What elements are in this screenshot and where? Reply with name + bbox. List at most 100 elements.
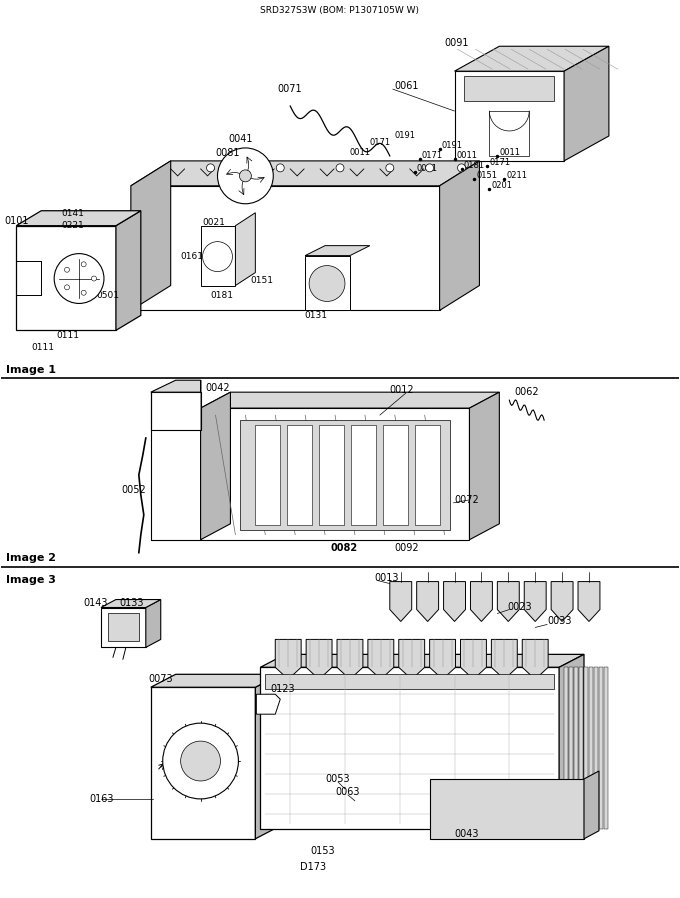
Polygon shape [497, 582, 520, 621]
Polygon shape [151, 674, 280, 687]
Text: 0151: 0151 [477, 172, 498, 180]
Text: 0062: 0062 [514, 387, 539, 397]
Polygon shape [490, 111, 529, 156]
Polygon shape [151, 687, 256, 839]
Polygon shape [551, 582, 573, 621]
Text: 0081: 0081 [216, 148, 240, 158]
Text: 0073: 0073 [149, 674, 173, 684]
Polygon shape [260, 667, 559, 829]
Polygon shape [256, 425, 280, 524]
Polygon shape [524, 582, 546, 621]
Polygon shape [569, 667, 573, 829]
Polygon shape [594, 667, 598, 829]
Polygon shape [454, 47, 609, 71]
Text: 0141: 0141 [61, 209, 84, 218]
Circle shape [386, 163, 394, 172]
Polygon shape [151, 380, 201, 392]
Text: Image 1: Image 1 [6, 365, 56, 375]
Polygon shape [471, 582, 492, 621]
Circle shape [163, 723, 239, 799]
Text: 0191: 0191 [441, 142, 462, 151]
Polygon shape [368, 639, 394, 679]
Polygon shape [337, 639, 363, 679]
Text: 0181: 0181 [211, 291, 233, 300]
Polygon shape [241, 420, 449, 530]
Polygon shape [16, 225, 116, 330]
Polygon shape [305, 256, 350, 311]
Text: 0043: 0043 [454, 829, 479, 839]
Text: 0133: 0133 [119, 597, 143, 608]
Polygon shape [265, 674, 554, 690]
Text: 0171: 0171 [422, 152, 443, 161]
Text: 0072: 0072 [454, 495, 479, 505]
Circle shape [65, 285, 69, 290]
Polygon shape [430, 779, 584, 839]
Text: 0171: 0171 [370, 138, 391, 147]
Polygon shape [260, 655, 584, 667]
Text: 0153: 0153 [310, 846, 335, 856]
Polygon shape [430, 639, 456, 679]
Circle shape [239, 170, 252, 181]
Text: D173: D173 [300, 862, 326, 872]
Polygon shape [101, 608, 146, 647]
Text: 0013: 0013 [375, 573, 399, 583]
Text: 0092: 0092 [395, 542, 420, 552]
Text: 0143: 0143 [83, 597, 107, 608]
Polygon shape [201, 408, 469, 540]
Polygon shape [522, 639, 548, 679]
Polygon shape [464, 76, 554, 101]
Circle shape [81, 290, 86, 295]
Text: 0033: 0033 [547, 616, 572, 627]
Circle shape [207, 163, 214, 172]
Text: 0191: 0191 [395, 131, 415, 140]
Text: 0011: 0011 [417, 164, 438, 173]
Text: 0023: 0023 [507, 602, 532, 612]
Polygon shape [469, 392, 499, 540]
Polygon shape [319, 425, 344, 524]
Polygon shape [16, 211, 141, 225]
Polygon shape [235, 213, 256, 286]
Text: 0011: 0011 [456, 152, 477, 161]
Circle shape [336, 163, 344, 172]
Polygon shape [564, 667, 568, 829]
Polygon shape [443, 582, 466, 621]
Polygon shape [201, 392, 499, 408]
Polygon shape [584, 667, 588, 829]
Polygon shape [275, 639, 301, 679]
Polygon shape [584, 771, 599, 839]
Text: Image 2: Image 2 [6, 552, 56, 563]
Polygon shape [599, 667, 603, 829]
Text: 0221: 0221 [61, 221, 84, 230]
Polygon shape [492, 639, 517, 679]
Polygon shape [415, 425, 439, 524]
Polygon shape [131, 161, 171, 311]
Polygon shape [287, 425, 312, 524]
Polygon shape [589, 667, 593, 829]
Polygon shape [131, 186, 439, 311]
Circle shape [81, 262, 86, 267]
Circle shape [65, 268, 69, 272]
Text: 0053: 0053 [325, 774, 350, 784]
Polygon shape [256, 694, 280, 714]
Text: 0501: 0501 [96, 291, 119, 300]
Text: 0041: 0041 [228, 134, 253, 144]
Circle shape [203, 242, 233, 271]
Polygon shape [564, 47, 609, 161]
Circle shape [276, 163, 284, 172]
Text: 0151: 0151 [250, 276, 273, 285]
Polygon shape [439, 161, 479, 311]
Polygon shape [201, 392, 231, 540]
Circle shape [92, 276, 97, 281]
Polygon shape [454, 71, 564, 161]
Text: 0082: 0082 [330, 542, 357, 552]
Text: 0111: 0111 [31, 343, 54, 352]
Text: 0071: 0071 [277, 84, 302, 94]
Text: 0181: 0181 [464, 162, 485, 171]
Polygon shape [201, 225, 235, 286]
Text: 0091: 0091 [445, 39, 469, 48]
Text: 0101: 0101 [4, 216, 29, 225]
Polygon shape [305, 246, 370, 256]
Text: SRD327S3W (BOM: P1307105W W): SRD327S3W (BOM: P1307105W W) [260, 6, 420, 15]
Circle shape [309, 266, 345, 302]
Polygon shape [383, 425, 408, 524]
